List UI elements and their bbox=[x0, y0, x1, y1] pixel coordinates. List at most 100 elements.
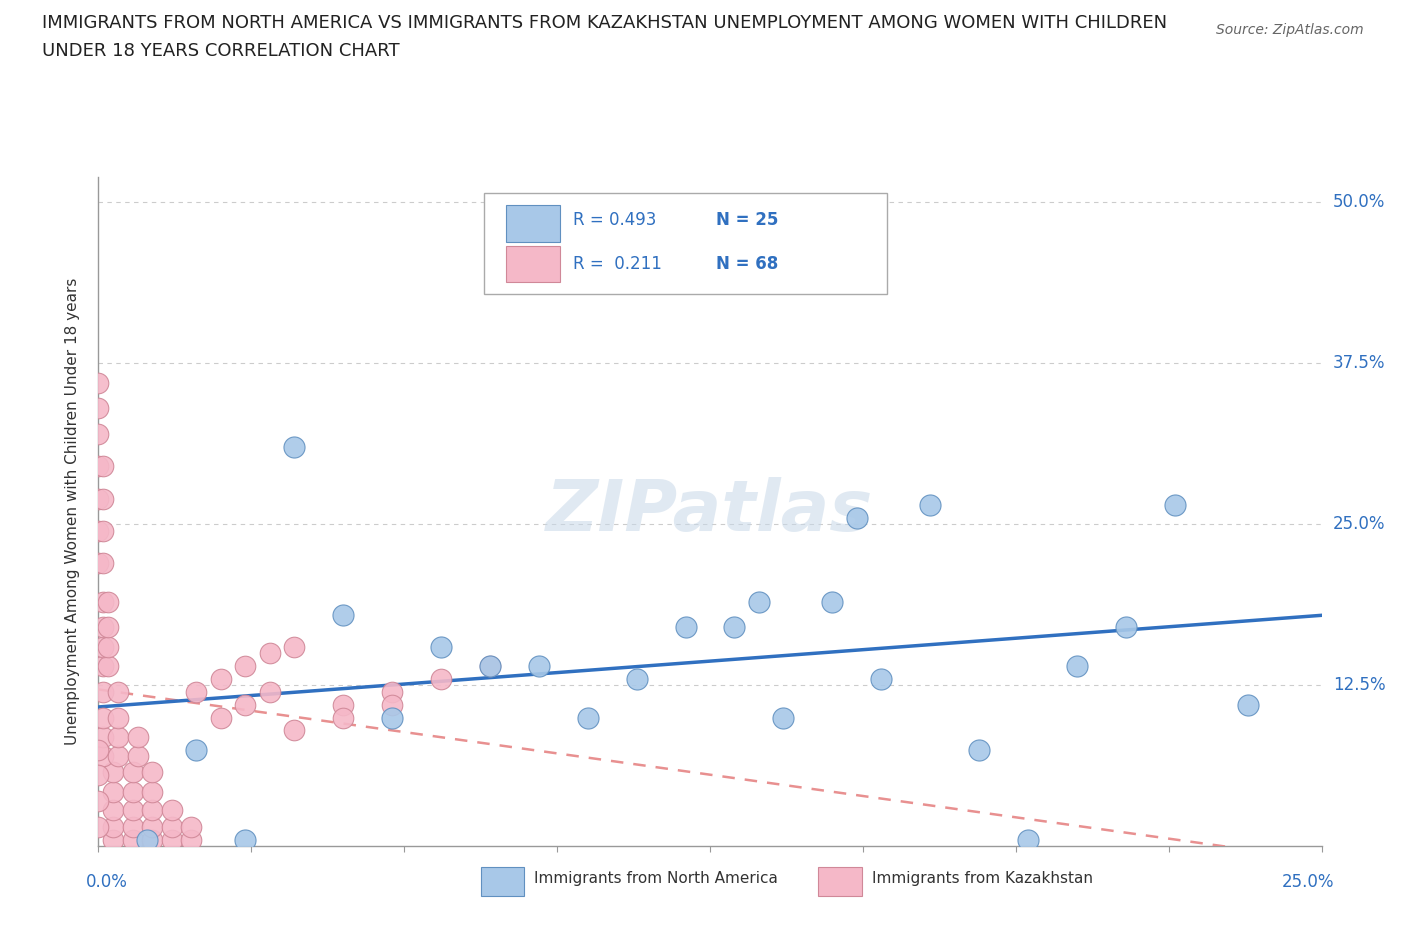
Point bbox=[141, 819, 163, 834]
Point bbox=[101, 819, 124, 834]
Text: UNDER 18 YEARS CORRELATION CHART: UNDER 18 YEARS CORRELATION CHART bbox=[42, 42, 399, 60]
Point bbox=[748, 594, 770, 609]
Point bbox=[478, 658, 501, 673]
Point bbox=[97, 639, 120, 654]
Point bbox=[121, 832, 143, 847]
Point bbox=[87, 742, 110, 757]
Point bbox=[1066, 658, 1088, 673]
Point bbox=[87, 524, 110, 538]
Point bbox=[381, 698, 404, 712]
Point bbox=[1237, 698, 1260, 712]
Point bbox=[97, 620, 120, 635]
Point bbox=[381, 684, 404, 699]
Point bbox=[967, 742, 990, 757]
Point bbox=[141, 803, 163, 817]
Point bbox=[91, 749, 114, 764]
Point bbox=[723, 620, 745, 635]
Point bbox=[121, 764, 143, 779]
Point bbox=[101, 785, 124, 800]
Point bbox=[91, 658, 114, 673]
Point bbox=[87, 491, 110, 506]
Point bbox=[527, 658, 550, 673]
FancyBboxPatch shape bbox=[484, 193, 887, 294]
Point bbox=[283, 639, 305, 654]
Text: 50.0%: 50.0% bbox=[1333, 193, 1385, 211]
Point bbox=[91, 684, 114, 699]
Point bbox=[332, 698, 354, 712]
Point bbox=[259, 645, 281, 660]
Point bbox=[160, 832, 183, 847]
Point bbox=[233, 832, 256, 847]
Point bbox=[675, 620, 697, 635]
Point bbox=[381, 711, 404, 725]
Point bbox=[97, 594, 120, 609]
Point bbox=[87, 555, 110, 570]
Point bbox=[626, 671, 648, 686]
Point bbox=[87, 794, 110, 809]
FancyBboxPatch shape bbox=[506, 206, 560, 242]
Text: R = 0.493: R = 0.493 bbox=[574, 211, 657, 229]
Point bbox=[87, 768, 110, 783]
Point bbox=[97, 658, 120, 673]
Point bbox=[91, 555, 114, 570]
Point bbox=[87, 459, 110, 474]
Point bbox=[233, 658, 256, 673]
Point bbox=[576, 711, 599, 725]
Point bbox=[87, 819, 110, 834]
Point bbox=[107, 749, 129, 764]
Point bbox=[91, 620, 114, 635]
FancyBboxPatch shape bbox=[506, 246, 560, 282]
Point bbox=[1017, 832, 1039, 847]
Point bbox=[91, 639, 114, 654]
Point bbox=[87, 401, 110, 416]
Point bbox=[127, 749, 149, 764]
Point bbox=[160, 803, 183, 817]
Point bbox=[91, 491, 114, 506]
Point bbox=[141, 785, 163, 800]
Point bbox=[209, 711, 232, 725]
Text: 25.0%: 25.0% bbox=[1333, 515, 1385, 534]
Point bbox=[870, 671, 893, 686]
Text: N = 25: N = 25 bbox=[716, 211, 779, 229]
Point bbox=[91, 524, 114, 538]
Point bbox=[920, 498, 942, 512]
Point bbox=[121, 819, 143, 834]
Point bbox=[186, 684, 208, 699]
Point bbox=[91, 459, 114, 474]
Point bbox=[101, 803, 124, 817]
Point bbox=[91, 594, 114, 609]
Text: R =  0.211: R = 0.211 bbox=[574, 255, 662, 272]
Point bbox=[107, 684, 129, 699]
Point bbox=[430, 671, 453, 686]
Text: N = 68: N = 68 bbox=[716, 255, 779, 272]
Point bbox=[91, 711, 114, 725]
Point bbox=[233, 698, 256, 712]
Text: ZIPatlas: ZIPatlas bbox=[547, 477, 873, 546]
Y-axis label: Unemployment Among Women with Children Under 18 years: Unemployment Among Women with Children U… bbox=[65, 278, 80, 745]
Point bbox=[101, 764, 124, 779]
Point bbox=[87, 427, 110, 442]
Text: Immigrants from Kazakhstan: Immigrants from Kazakhstan bbox=[872, 871, 1092, 886]
Point bbox=[259, 684, 281, 699]
Text: 0.0%: 0.0% bbox=[86, 873, 128, 891]
Point bbox=[478, 658, 501, 673]
Text: Source: ZipAtlas.com: Source: ZipAtlas.com bbox=[1216, 23, 1364, 37]
Point bbox=[141, 764, 163, 779]
Point bbox=[87, 376, 110, 391]
Text: 25.0%: 25.0% bbox=[1281, 873, 1334, 891]
Point bbox=[845, 511, 868, 525]
Point bbox=[772, 711, 794, 725]
Point bbox=[283, 440, 305, 455]
Point bbox=[1115, 620, 1137, 635]
Point bbox=[1164, 498, 1187, 512]
Point bbox=[91, 729, 114, 744]
Point bbox=[821, 594, 844, 609]
Point bbox=[121, 803, 143, 817]
Point bbox=[107, 711, 129, 725]
Point bbox=[209, 671, 232, 686]
Point bbox=[101, 832, 124, 847]
Point bbox=[332, 711, 354, 725]
Point bbox=[430, 639, 453, 654]
Point bbox=[107, 729, 129, 744]
Text: Immigrants from North America: Immigrants from North America bbox=[534, 871, 778, 886]
